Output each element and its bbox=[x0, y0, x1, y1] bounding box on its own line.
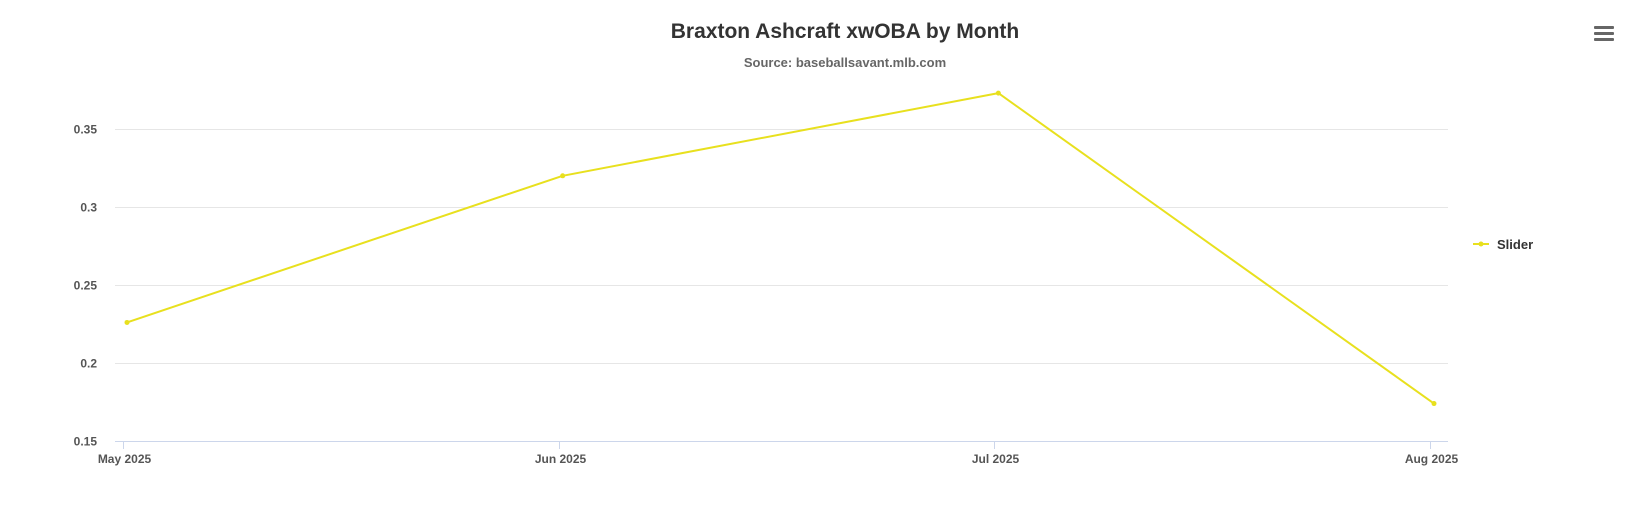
y-tick-label: 0.2 bbox=[80, 357, 97, 371]
data-point[interactable] bbox=[1431, 401, 1437, 407]
legend-swatch-marker bbox=[1478, 241, 1484, 247]
x-tick-label: Aug 2025 bbox=[1405, 452, 1459, 466]
legend-label: Slider bbox=[1497, 237, 1533, 252]
y-tick-label: 0.15 bbox=[74, 435, 98, 449]
hamburger-menu-icon[interactable] bbox=[1588, 20, 1620, 46]
grid bbox=[115, 129, 1448, 364]
data-point[interactable] bbox=[124, 319, 130, 325]
x-tick-label: May 2025 bbox=[98, 452, 152, 466]
y-tick-label: 0.25 bbox=[74, 279, 98, 293]
legend-item[interactable]: Slider bbox=[1473, 237, 1533, 252]
chart-subtitle: Source: baseballsavant.mlb.com bbox=[744, 55, 946, 70]
x-tick-label: Jun 2025 bbox=[535, 452, 587, 466]
data-point[interactable] bbox=[995, 90, 1001, 96]
series-layer bbox=[124, 90, 1437, 407]
x-tick-label: Jul 2025 bbox=[972, 452, 1020, 466]
y-tick-label: 0.3 bbox=[80, 201, 97, 215]
legend[interactable]: Slider bbox=[1473, 237, 1533, 252]
axes: 0.15 0.2 0.25 0.3 0.35 May 2025 Jun 2025 Jul 20… bbox=[74, 123, 1459, 467]
data-point[interactable] bbox=[560, 173, 566, 179]
series-line[interactable] bbox=[126, 92, 1435, 405]
y-tick-label: 0.35 bbox=[74, 123, 98, 137]
chart-title: Braxton Ashcraft xwOBA by Month bbox=[671, 20, 1019, 43]
